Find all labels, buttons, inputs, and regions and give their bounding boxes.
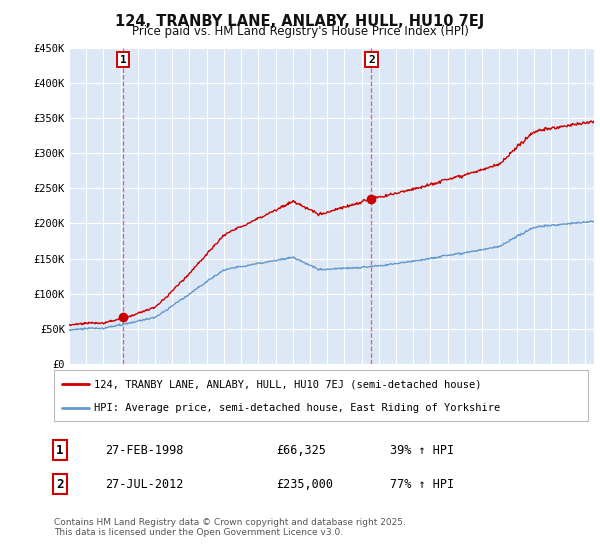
Text: 124, TRANBY LANE, ANLABY, HULL, HU10 7EJ: 124, TRANBY LANE, ANLABY, HULL, HU10 7EJ <box>115 14 485 29</box>
Text: Contains HM Land Registry data © Crown copyright and database right 2025.
This d: Contains HM Land Registry data © Crown c… <box>54 518 406 538</box>
Text: 1: 1 <box>120 55 127 64</box>
Text: HPI: Average price, semi-detached house, East Riding of Yorkshire: HPI: Average price, semi-detached house,… <box>94 403 500 413</box>
Text: 39% ↑ HPI: 39% ↑ HPI <box>390 444 454 457</box>
Text: 2: 2 <box>56 478 64 491</box>
Text: £235,000: £235,000 <box>276 478 333 491</box>
Text: 27-JUL-2012: 27-JUL-2012 <box>105 478 184 491</box>
Text: 77% ↑ HPI: 77% ↑ HPI <box>390 478 454 491</box>
Text: 27-FEB-1998: 27-FEB-1998 <box>105 444 184 457</box>
Text: £66,325: £66,325 <box>276 444 326 457</box>
Text: 1: 1 <box>56 444 64 457</box>
Text: 124, TRANBY LANE, ANLABY, HULL, HU10 7EJ (semi-detached house): 124, TRANBY LANE, ANLABY, HULL, HU10 7EJ… <box>94 379 482 389</box>
Text: Price paid vs. HM Land Registry's House Price Index (HPI): Price paid vs. HM Land Registry's House … <box>131 25 469 38</box>
Text: 2: 2 <box>368 55 375 64</box>
